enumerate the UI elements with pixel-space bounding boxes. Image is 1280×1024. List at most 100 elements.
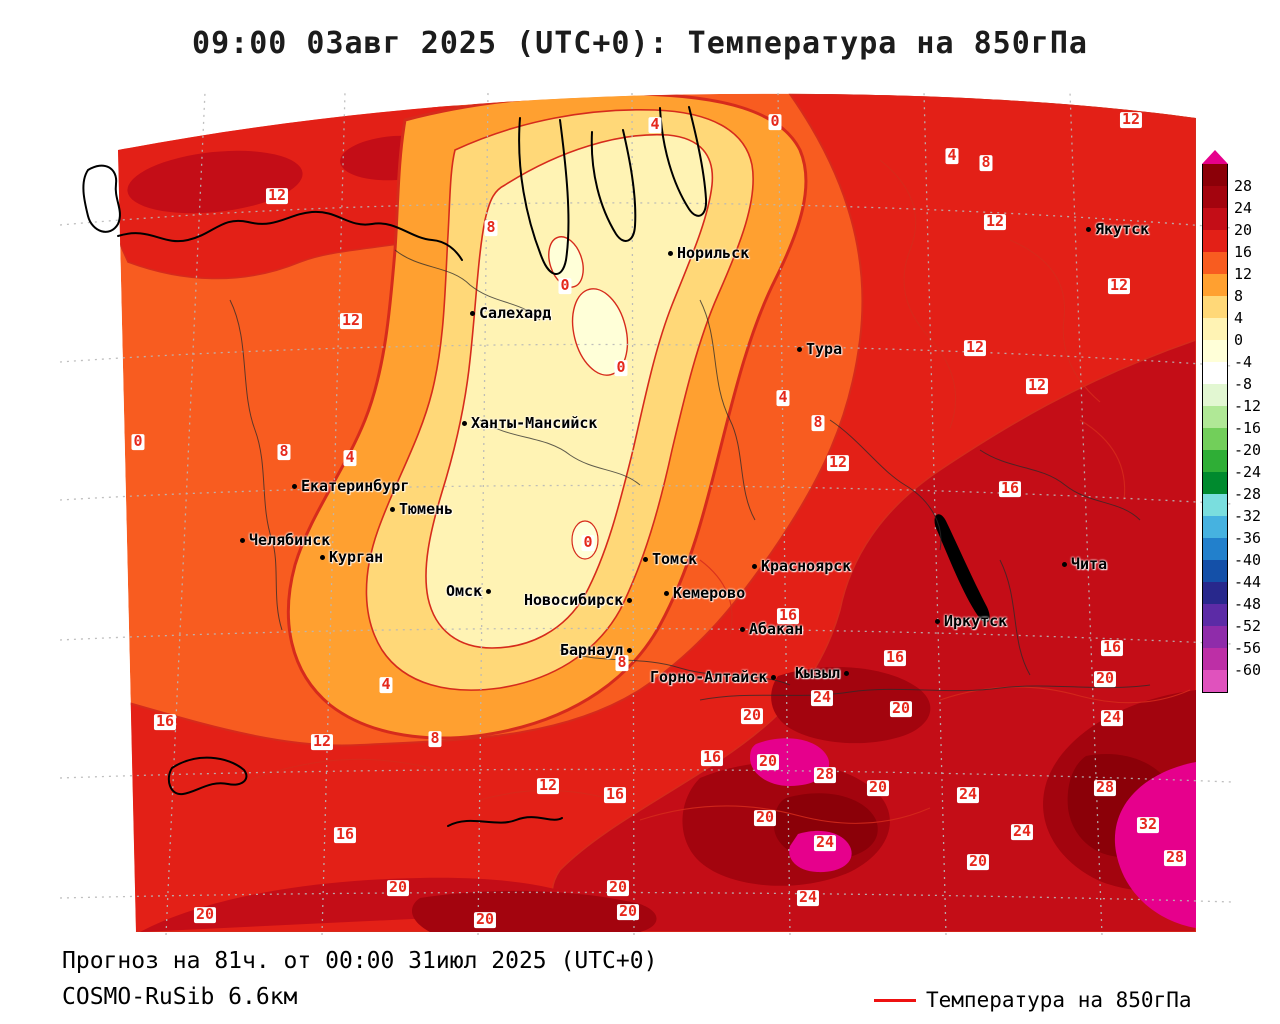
isotherm-label: 24	[1010, 822, 1034, 841]
colorbar-segment	[1203, 450, 1227, 472]
isotherm-label: 12	[310, 732, 334, 751]
city-name: Кызыл	[795, 664, 841, 682]
colorbar-tick-label: -36	[1234, 529, 1262, 547]
city-marker: Чита	[1062, 555, 1107, 573]
isotherm-label: 4	[776, 388, 790, 407]
temp-band-24-28-kyzyl	[771, 666, 931, 744]
isotherm-label: 24	[1100, 708, 1124, 727]
colorbar-tick-label: 28	[1234, 177, 1253, 195]
isotherm-label: 20	[740, 706, 764, 725]
isotherm-label: 20	[753, 808, 777, 827]
isotherm-label: 20	[756, 752, 780, 771]
city-marker: Новосибирск	[524, 591, 633, 609]
city-name: Абакан	[749, 620, 804, 638]
city-marker: Челябинск	[240, 531, 330, 549]
isotherm-label: 20	[1093, 669, 1117, 688]
isotherm-label: 12	[339, 311, 363, 330]
colorbar-segment	[1203, 648, 1227, 670]
isotherm-label: 12	[536, 776, 560, 795]
colorbar-segment	[1203, 318, 1227, 340]
isotherm-label: 8	[979, 153, 993, 172]
isotherm-label: 20	[193, 905, 217, 924]
isotherm-label: 16	[776, 606, 800, 625]
city-dot	[752, 563, 757, 569]
footer: Прогноз на 81ч. от 00:00 31июл 2025 (UTC…	[62, 944, 657, 1015]
city-marker: Салехард	[470, 304, 551, 322]
isotherm-label: 24	[956, 785, 980, 804]
isotherm-label: 32	[1136, 815, 1160, 834]
colorbar-tick-label: -40	[1234, 551, 1262, 569]
isotherm-label: 24	[810, 688, 834, 707]
city-name: Горно-Алтайск	[650, 668, 768, 686]
colorbar-tick-label: -12	[1234, 397, 1262, 415]
colorbar-segment	[1203, 362, 1227, 384]
city-dot	[240, 537, 245, 543]
city-name: Томск	[652, 550, 698, 568]
isotherm-label: 0	[581, 533, 595, 552]
isotherm-label: 12	[1119, 110, 1143, 129]
colorbar-segment	[1203, 560, 1227, 582]
isotherm-label: 24	[796, 888, 820, 907]
isotherm-label: 20	[866, 778, 890, 797]
colorbar-tick-label: -24	[1234, 463, 1262, 481]
isotherm-label: 12	[1025, 376, 1049, 395]
colorbar-segment	[1203, 164, 1227, 186]
arctic-coast	[117, 210, 463, 261]
colorbar-overflow-arrow	[1202, 150, 1228, 164]
page-title: 09:00 03авг 2025 (UTC+0): Температура на…	[192, 26, 1088, 61]
isotherm-label: 0	[614, 358, 628, 377]
city-dot	[462, 420, 467, 426]
colorbar-tick-label: -32	[1234, 507, 1262, 525]
city-dot	[797, 346, 802, 352]
city-name: Салехард	[479, 304, 552, 322]
isotherm-label: 20	[966, 852, 990, 871]
coastlines	[82, 106, 708, 827]
colorbar-segments	[1202, 164, 1228, 693]
isotherm-label: 16	[333, 825, 357, 844]
colorbar-segment	[1203, 296, 1227, 318]
city-name: Тура	[806, 340, 843, 358]
isotherm-label: 12	[963, 338, 987, 357]
city-marker: Екатеринбург	[292, 477, 409, 495]
isotherm-label: 28	[1093, 778, 1117, 797]
temp-band-24-28-bottom	[411, 890, 657, 932]
city-dot	[664, 590, 669, 596]
colorbar-segment	[1203, 230, 1227, 252]
isotherm-label: 8	[428, 729, 442, 748]
colorbar-tick-label: -48	[1234, 595, 1262, 613]
colorbar-tick-label: 16	[1234, 243, 1253, 261]
city-dot	[935, 618, 940, 624]
colorbar-tick-label: -4	[1234, 353, 1253, 371]
isotherm-label: 24	[813, 833, 837, 852]
colorbar-tick-label: -56	[1234, 639, 1262, 657]
city-dot	[486, 588, 492, 594]
isotherm-label: 16	[1100, 638, 1124, 657]
isotherm-label: 16	[603, 785, 627, 804]
colorbar-segment	[1203, 604, 1227, 626]
colorbar-segment	[1203, 472, 1227, 494]
city-name: Норильск	[677, 244, 750, 262]
isotherm-label: 28	[813, 765, 837, 784]
temp-band-20-24-south	[140, 877, 600, 932]
city-marker: Барнаул	[560, 641, 633, 659]
colorbar-tick-label: 20	[1234, 221, 1253, 239]
isotherm-label: 0	[558, 276, 572, 295]
city-name: Кемерово	[673, 584, 746, 602]
city-marker: Омск	[446, 582, 492, 600]
colorbar-tick-label: -20	[1234, 441, 1262, 459]
city-name: Чита	[1071, 555, 1108, 573]
city-name: Тюмень	[399, 500, 454, 518]
temp-band-ge32-b	[789, 830, 852, 873]
city-marker: Иркутск	[935, 612, 1007, 630]
admin-borders	[229, 249, 1151, 701]
graticule	[59, 91, 1233, 936]
city-name: Барнаул	[560, 641, 624, 659]
colorbar-segment	[1203, 582, 1227, 604]
colorbar-segment	[1203, 406, 1227, 428]
colorbar-segment	[1203, 538, 1227, 560]
colorbar-tick-label: 8	[1234, 287, 1244, 305]
map-legend: Температура на 850гПа	[874, 988, 1192, 1012]
colorbar-segment	[1203, 384, 1227, 406]
